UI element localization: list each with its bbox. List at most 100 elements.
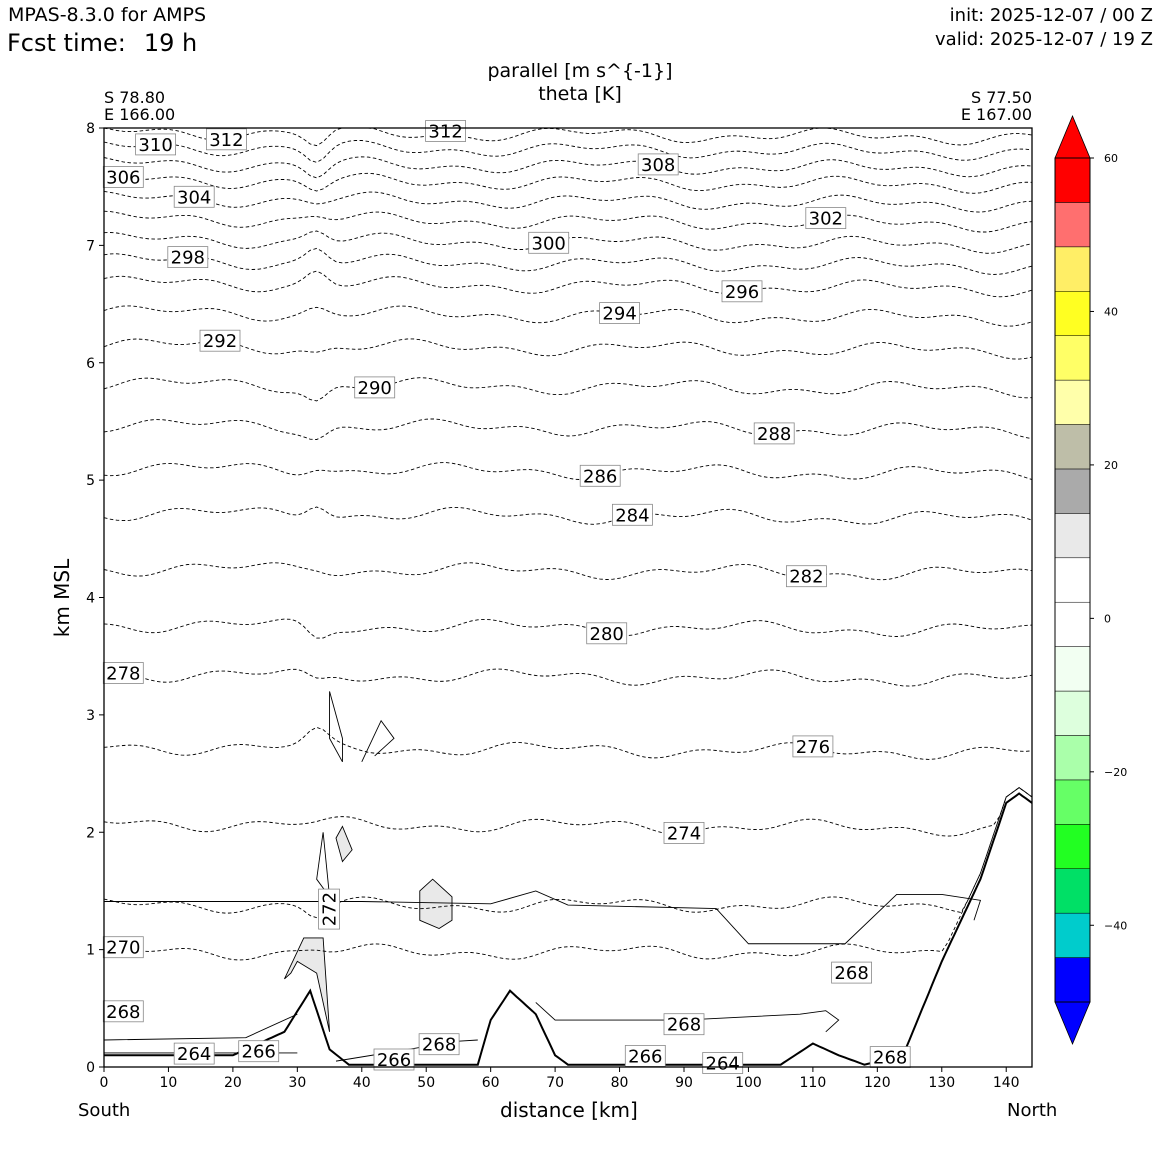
colorbar-swatch bbox=[1054, 335, 1091, 381]
contour-label-text: 270 bbox=[106, 938, 140, 959]
colorbar: 60 40 20 0 −20 −40 bbox=[1054, 114, 1127, 1046]
theta-contour-274 bbox=[103, 787, 1033, 837]
contour-label-box bbox=[425, 120, 467, 142]
contour-label-box bbox=[373, 1048, 415, 1071]
theta-label-290: 290 bbox=[354, 376, 396, 399]
contour-label-text: 268 bbox=[873, 1048, 907, 1069]
contour-label-box bbox=[831, 961, 872, 984]
contour-label-text: 312 bbox=[428, 122, 462, 143]
contour-label-box bbox=[702, 1052, 744, 1074]
theta-contour-296 bbox=[103, 270, 1033, 298]
plot-title-line2: theta [K] bbox=[538, 83, 622, 105]
y-tick-label: 3 bbox=[86, 708, 95, 724]
end-lat: S 77.50 bbox=[970, 88, 1032, 107]
theta-contour-308 bbox=[103, 156, 1033, 179]
colorbar-under-arrow bbox=[1054, 1001, 1091, 1046]
contour-label-box bbox=[663, 822, 705, 844]
theta-label-268: 268 bbox=[831, 961, 872, 984]
theta-label-288: 288 bbox=[753, 422, 795, 445]
contour-label-box bbox=[528, 231, 570, 254]
theta-contour-layer bbox=[103, 127, 1033, 961]
theta-label-276: 276 bbox=[792, 735, 834, 758]
contour-label-text: 266 bbox=[628, 1046, 662, 1067]
contour-label-box bbox=[205, 128, 247, 151]
contour-label-text: 284 bbox=[615, 505, 649, 526]
x-tick-label: 70 bbox=[546, 1075, 564, 1091]
wind-contour bbox=[104, 890, 982, 945]
x-tick-label: 120 bbox=[864, 1075, 891, 1091]
contour-label-text: 268 bbox=[834, 963, 868, 984]
contour-label-box bbox=[102, 166, 144, 188]
theta-contour-288 bbox=[103, 418, 1033, 440]
contour-label-text: 264 bbox=[706, 1054, 740, 1075]
x-tick-label: 50 bbox=[417, 1075, 435, 1091]
contour-label-text: 278 bbox=[106, 664, 140, 685]
terrain-layer bbox=[104, 792, 1033, 1066]
contour-label-text: 280 bbox=[590, 624, 624, 645]
fcst-label: Fcst time: bbox=[7, 29, 126, 57]
contour-label-box bbox=[102, 936, 144, 959]
plot-title-line1: parallel [m s^{-1}] bbox=[487, 60, 673, 82]
contour-label-text: 276 bbox=[796, 737, 830, 758]
valid-time: valid: 2025-12-07 / 19 Z bbox=[935, 29, 1153, 50]
end-coordinates: S 77.50 E 167.00 bbox=[961, 89, 1032, 123]
theta-label-266: 266 bbox=[624, 1045, 666, 1067]
colorbar-swatch bbox=[1054, 601, 1091, 647]
theta-label-284: 284 bbox=[612, 503, 653, 526]
contour-label-text: 304 bbox=[177, 187, 211, 208]
theta-contour-270 bbox=[103, 787, 1033, 961]
theta-label-300: 300 bbox=[528, 231, 570, 254]
theta-label-310: 310 bbox=[135, 133, 177, 156]
theta-label-292: 292 bbox=[199, 329, 241, 352]
y-tick-label: 2 bbox=[86, 825, 95, 841]
colorbar-swatch bbox=[1054, 424, 1091, 470]
contour-label-box bbox=[102, 1000, 144, 1023]
x-tick-label: 10 bbox=[160, 1075, 178, 1091]
wind-contour bbox=[329, 691, 343, 763]
colorbar-swatch bbox=[1054, 468, 1091, 514]
y-axis-label: km MSL bbox=[50, 558, 74, 638]
colorbar-swatch bbox=[1054, 957, 1091, 1003]
colorbar-swatch bbox=[1054, 379, 1091, 425]
theta-contour-272 bbox=[103, 787, 1033, 919]
contour-label-box bbox=[579, 464, 621, 487]
contour-label-box bbox=[135, 133, 177, 156]
contour-label-text: 286 bbox=[583, 466, 617, 487]
colorbar-swatch bbox=[1054, 157, 1091, 203]
y-tick-label: 7 bbox=[86, 238, 95, 254]
colorbar-swatch bbox=[1054, 824, 1091, 869]
theta-label-306: 306 bbox=[102, 166, 144, 189]
theta-label-312: 312 bbox=[205, 128, 247, 151]
contour-label-text: 302 bbox=[809, 209, 843, 230]
x-axis-label: distance [km] bbox=[500, 1098, 638, 1122]
theta-label-268: 268 bbox=[418, 1033, 460, 1056]
theta-contour-304 bbox=[103, 190, 1033, 213]
x-tick-label: 110 bbox=[800, 1075, 827, 1091]
colorbar-swatch bbox=[1054, 912, 1091, 958]
contour-label-text: 268 bbox=[422, 1035, 456, 1056]
colorbar-tick-label: 20 bbox=[1104, 459, 1118, 472]
colorbar-swatch bbox=[1054, 513, 1091, 559]
colorbar-tick-label: 0 bbox=[1104, 612, 1111, 625]
theta-label-268: 268 bbox=[869, 1046, 911, 1069]
theta-label-298: 298 bbox=[167, 246, 209, 269]
theta-label-312: 312 bbox=[425, 120, 467, 143]
contour-label-box bbox=[173, 1042, 215, 1065]
colorbar-swatch bbox=[1054, 646, 1091, 692]
x-tick-label: 30 bbox=[288, 1075, 306, 1091]
contour-label-text: 300 bbox=[532, 233, 566, 254]
contour-label-box bbox=[663, 1013, 705, 1036]
theta-contour-302 bbox=[103, 210, 1033, 233]
x-tick-label: 130 bbox=[928, 1075, 955, 1091]
wind-contour bbox=[361, 719, 395, 763]
contour-label-box bbox=[199, 329, 241, 352]
contour-label-box bbox=[612, 503, 653, 526]
fcst-value: 19 h bbox=[143, 29, 198, 57]
theta-label-266: 266 bbox=[373, 1048, 415, 1071]
theta-label-294: 294 bbox=[599, 302, 640, 325]
contour-label-box bbox=[599, 302, 640, 325]
end-lon: E 167.00 bbox=[960, 105, 1032, 124]
contour-label-box bbox=[792, 735, 834, 758]
contour-label-text: 312 bbox=[209, 130, 243, 151]
theta-label-264: 264 bbox=[173, 1042, 215, 1065]
